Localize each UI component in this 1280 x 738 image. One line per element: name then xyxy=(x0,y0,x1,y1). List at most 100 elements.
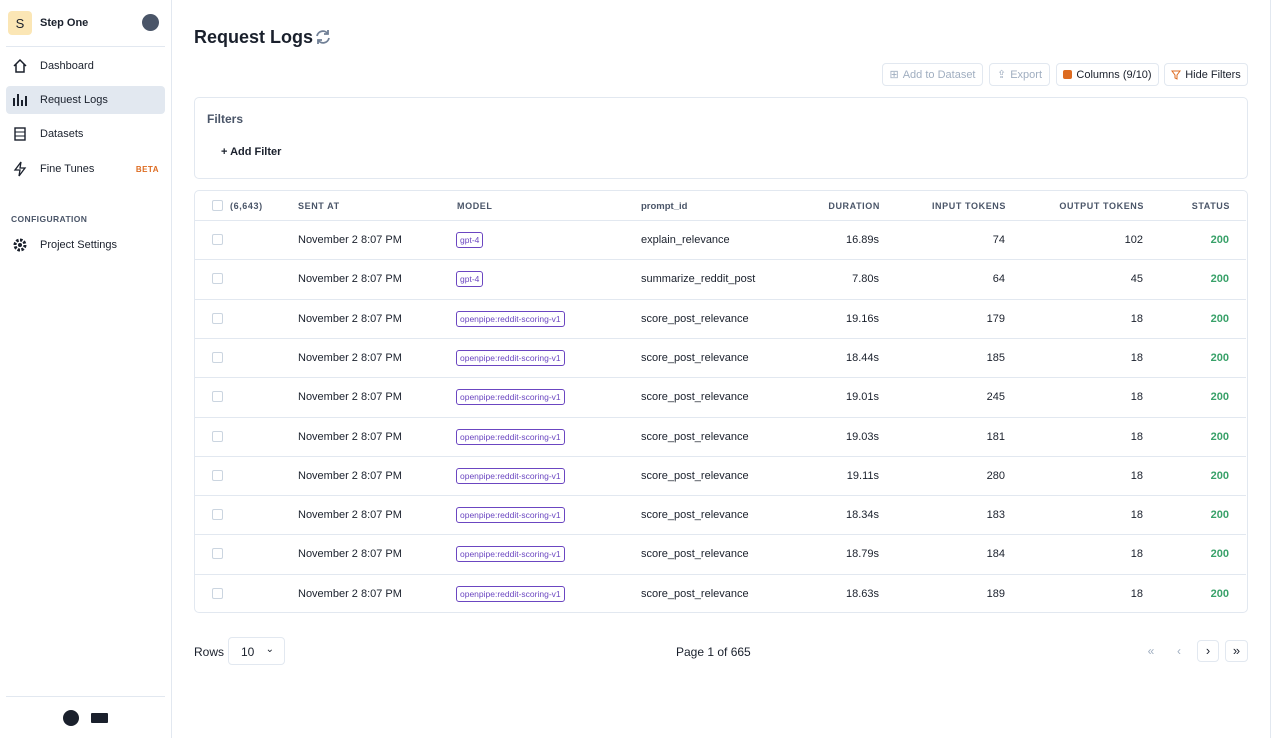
next-page-button[interactable]: › xyxy=(1197,640,1219,662)
output-tokens: 18 xyxy=(1130,469,1143,482)
column-header: STATUS xyxy=(1191,201,1230,211)
sidebar: S Step One Dashboard Request Logs Datase… xyxy=(0,0,172,738)
input-tokens: 245 xyxy=(986,391,1005,404)
refresh-icon[interactable] xyxy=(314,28,332,46)
nav-item[interactable]: Request Logs xyxy=(6,86,165,114)
last-page-button[interactable]: » xyxy=(1225,640,1248,662)
nav-label: Fine Tunes xyxy=(40,163,95,175)
select-all-checkbox[interactable] xyxy=(212,200,223,211)
model-badge: openpipe:reddit-scoring-v1 xyxy=(456,585,565,602)
export-button[interactable]: ⇪ Export xyxy=(989,63,1050,86)
prev-page-button[interactable]: ‹ xyxy=(1177,644,1181,658)
github-icon[interactable] xyxy=(62,709,80,727)
status: 200 xyxy=(1210,273,1229,286)
sent-at: November 2 8:07 PM xyxy=(298,312,402,325)
prompt-id: score_post_relevance xyxy=(641,587,749,600)
output-tokens: 45 xyxy=(1130,273,1143,286)
section-label: CONFIGURATION xyxy=(11,214,88,224)
nav-item[interactable]: Dashboard xyxy=(6,52,165,80)
prompt-id: summarize_reddit_post xyxy=(641,273,756,286)
icon xyxy=(13,58,27,73)
input-tokens: 280 xyxy=(986,469,1005,482)
project-avatar[interactable]: S xyxy=(8,11,32,35)
first-page-button[interactable]: « xyxy=(1147,644,1155,658)
sent-at: November 2 8:07 PM xyxy=(298,548,402,561)
icon xyxy=(14,127,26,141)
sent-at: November 2 8:07 PM xyxy=(298,273,402,286)
filters-panel: Filters + Add Filter xyxy=(194,97,1248,179)
beta-badge: BETA xyxy=(135,164,159,174)
row-checkbox[interactable] xyxy=(212,587,223,599)
user-avatar[interactable] xyxy=(142,14,159,31)
nav-item[interactable]: Project Settings xyxy=(6,231,165,259)
status: 200 xyxy=(1210,351,1229,364)
row-checkbox[interactable] xyxy=(212,509,223,521)
docs-icon[interactable] xyxy=(90,711,109,725)
rows-select[interactable]: 10 ⌄ xyxy=(228,637,285,665)
model-badge: gpt-4 xyxy=(456,271,484,288)
input-tokens: 183 xyxy=(986,509,1005,522)
duration: 18.34s xyxy=(845,509,879,522)
columns-button[interactable]: Columns (9/10) xyxy=(1056,63,1159,86)
status: 200 xyxy=(1210,587,1229,600)
project-name[interactable]: Step One xyxy=(40,17,89,29)
rows-value: 10 xyxy=(241,645,255,659)
prompt-id: score_post_relevance xyxy=(641,391,749,404)
status: 200 xyxy=(1210,430,1229,443)
row-checkbox[interactable] xyxy=(212,273,223,285)
button-label: Export xyxy=(1010,68,1042,81)
add-to-dataset-button[interactable]: ⊞ Add to Dataset xyxy=(882,63,983,86)
model-badge: openpipe:reddit-scoring-v1 xyxy=(456,467,565,484)
duration: 19.01s xyxy=(845,391,879,404)
model-badge: openpipe:reddit-scoring-v1 xyxy=(456,310,565,327)
page-indicator: Page 1 of 665 xyxy=(676,645,751,659)
button-label: Add Filter xyxy=(230,146,282,158)
sent-at: November 2 8:07 PM xyxy=(298,391,402,404)
column-header: SENT AT xyxy=(298,201,340,211)
button-label: Hide Filters xyxy=(1185,68,1241,81)
output-tokens: 18 xyxy=(1130,587,1143,600)
model-badge: openpipe:reddit-scoring-v1 xyxy=(456,546,565,563)
duration: 18.44s xyxy=(845,351,879,364)
rows-label: Rows xyxy=(194,645,225,659)
status: 200 xyxy=(1210,312,1229,325)
row-checkbox[interactable] xyxy=(212,312,223,324)
table-row: November 2 8:07 PM openpipe:reddit-scorin… xyxy=(195,416,1246,456)
row-checkbox[interactable] xyxy=(212,469,223,481)
output-tokens: 18 xyxy=(1130,548,1143,561)
nav-item[interactable]: Datasets xyxy=(6,120,165,148)
hide-filters-button[interactable]: Hide Filters xyxy=(1164,63,1248,86)
output-tokens: 102 xyxy=(1124,234,1143,246)
row-checkbox[interactable] xyxy=(212,234,223,245)
icon xyxy=(13,94,27,106)
model-badge: gpt-4 xyxy=(456,232,484,248)
model-badge: openpipe:reddit-scoring-v1 xyxy=(456,349,565,366)
sent-at: November 2 8:07 PM xyxy=(298,587,402,600)
output-tokens: 18 xyxy=(1130,509,1143,522)
table-row: November 2 8:07 PM openpipe:reddit-scorin… xyxy=(195,455,1246,495)
prompt-id: score_post_relevance xyxy=(641,548,749,561)
nav-item[interactable]: Fine Tunes BETA xyxy=(6,155,165,183)
icon xyxy=(13,238,27,252)
status: 200 xyxy=(1210,509,1229,522)
prompt-id: score_post_relevance xyxy=(641,509,749,522)
page-title: Request Logs xyxy=(194,27,314,47)
table-row: November 2 8:07 PM openpipe:reddit-scorin… xyxy=(195,298,1246,338)
prompt-id: score_post_relevance xyxy=(641,351,749,364)
model-badge: openpipe:reddit-scoring-v1 xyxy=(456,389,565,406)
row-checkbox[interactable] xyxy=(212,391,223,403)
row-checkbox[interactable] xyxy=(212,430,223,442)
column-header: prompt_id xyxy=(641,201,688,212)
status: 200 xyxy=(1210,469,1229,482)
filters-title: Filters xyxy=(207,112,244,126)
input-tokens: 179 xyxy=(986,312,1005,325)
duration: 18.63s xyxy=(845,587,879,600)
output-tokens: 18 xyxy=(1130,312,1143,325)
add-filter-button[interactable]: + Add Filter xyxy=(221,146,282,158)
output-tokens: 18 xyxy=(1130,391,1143,404)
row-checkbox[interactable] xyxy=(212,351,223,363)
table-row: November 2 8:07 PM openpipe:reddit-scorin… xyxy=(195,495,1246,534)
row-checkbox[interactable] xyxy=(212,548,223,560)
sent-at: November 2 8:07 PM xyxy=(298,509,402,522)
